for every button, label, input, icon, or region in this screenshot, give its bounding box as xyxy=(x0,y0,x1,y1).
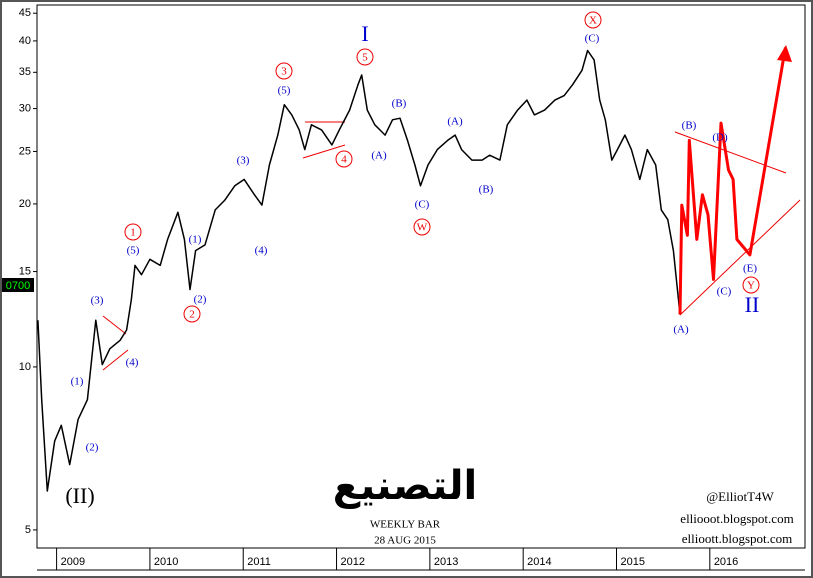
wave-label: (B) xyxy=(392,98,407,110)
wave-label: (A) xyxy=(673,324,689,336)
price-line xyxy=(678,47,787,315)
credit: ellioott.blogspot.com xyxy=(682,531,793,546)
trendline xyxy=(302,144,346,159)
wave-circle xyxy=(124,223,142,241)
y-tick-label: 35 xyxy=(19,66,31,78)
wave-label: (3) xyxy=(91,295,104,307)
wave-label: 1 xyxy=(130,227,136,239)
trendline xyxy=(674,131,787,174)
x-tick-label: 2011 xyxy=(247,556,271,568)
credit: elliooot.blogspot.com xyxy=(680,511,793,526)
trendline xyxy=(102,349,129,371)
y-tick-label: 5 xyxy=(25,524,31,536)
wave-label: (3) xyxy=(237,155,250,167)
y-tick-label: 40 xyxy=(19,35,31,47)
wave-circle xyxy=(356,48,374,66)
wave-circle xyxy=(584,11,602,29)
wave-label: (4) xyxy=(126,357,139,369)
x-tick-label: 2013 xyxy=(434,556,458,568)
wave-label: (E) xyxy=(743,263,757,275)
wave-label: 4 xyxy=(341,154,347,166)
wave-label: I xyxy=(361,21,368,46)
wave-label: II xyxy=(745,292,760,317)
wave-label: 2 xyxy=(189,309,195,321)
wave-label: (A) xyxy=(371,150,387,162)
wave-circle xyxy=(335,150,353,168)
price-label: 0700 xyxy=(6,280,30,292)
y-tick-label: 30 xyxy=(19,102,31,114)
x-tick-label: 2009 xyxy=(61,556,85,568)
chart-title: التصنيع xyxy=(333,463,477,509)
wave-label: (II) xyxy=(65,483,94,508)
x-tick-label: 2010 xyxy=(154,556,178,568)
wave-label: (C) xyxy=(717,286,732,298)
y-tick-label: 15 xyxy=(19,265,31,277)
date-label: 28 AUG 2015 xyxy=(374,535,436,547)
x-tick-label: 2014 xyxy=(527,556,551,568)
wave-label: (2) xyxy=(194,294,207,306)
wave-label: (4) xyxy=(255,245,268,257)
wave-label: X xyxy=(589,15,597,27)
x-tick-label: 2015 xyxy=(620,556,644,568)
trendline xyxy=(102,315,127,335)
y-tick-label: 25 xyxy=(19,145,31,157)
y-tick-label: 45 xyxy=(19,7,31,19)
x-tick-label: 2016 xyxy=(714,556,738,568)
wave-label: (5) xyxy=(127,245,140,257)
wave-label: (C) xyxy=(585,33,600,45)
wave-circle xyxy=(183,305,201,323)
x-tick-label: 2012 xyxy=(341,556,365,568)
wave-label: (5) xyxy=(278,85,291,97)
wave-label: (B) xyxy=(479,184,494,196)
wave-label: (C) xyxy=(415,199,430,211)
wave-label: (A) xyxy=(447,116,463,128)
price-line xyxy=(37,49,681,492)
wave-label: (B) xyxy=(682,120,697,132)
wave-label: W xyxy=(417,222,428,234)
y-tick-label: 10 xyxy=(19,361,31,373)
plot-border xyxy=(36,4,806,549)
trendline xyxy=(679,199,801,316)
wave-label: (1) xyxy=(189,234,202,246)
wave-circle xyxy=(275,62,293,80)
wave-label: Y xyxy=(747,280,755,292)
subtitle: WEEKLY BAR xyxy=(370,519,441,531)
wave-circle xyxy=(742,276,760,294)
wave-label: (1) xyxy=(71,376,84,388)
wave-label: 5 xyxy=(362,52,368,64)
credit: @ElliotT4W xyxy=(706,489,774,504)
wave-label: (D) xyxy=(712,132,728,144)
y-tick-label: 20 xyxy=(19,198,31,210)
wave-circle xyxy=(413,218,431,236)
wave-label: (2) xyxy=(86,442,99,454)
wave-label: 3 xyxy=(281,66,287,78)
price-badge xyxy=(2,278,34,292)
